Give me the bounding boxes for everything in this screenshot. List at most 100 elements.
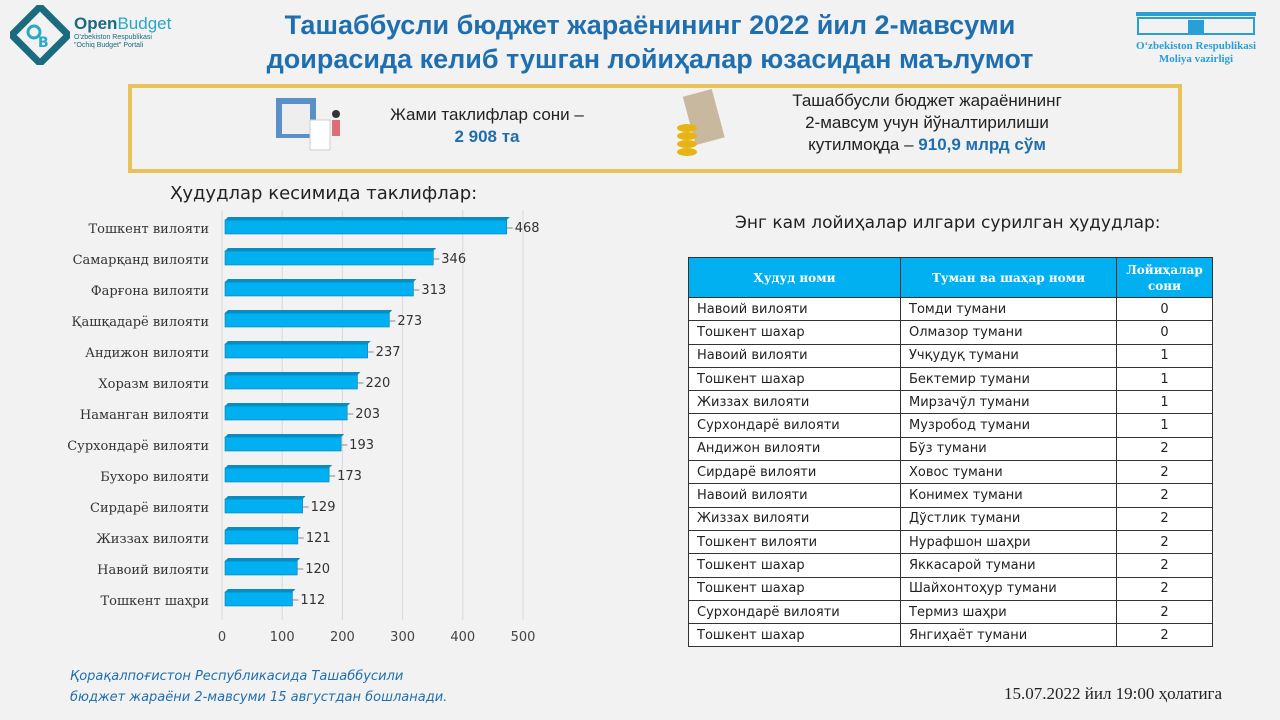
data-label: 173 xyxy=(337,469,362,484)
cell-count: 1 xyxy=(1116,413,1213,438)
table-row: Тошкент шахар Олмазор тумани 0 xyxy=(688,320,1213,345)
table-row: Жиззах вилояти Мирзачўл тумани 1 xyxy=(688,390,1213,415)
budget-line3: кутилмоқда – xyxy=(808,135,914,154)
lowest-projects-table: Ҳудуд номи Туман ва шаҳар номи Лойиҳалар… xyxy=(688,257,1213,648)
cell-district: Шайхонтоҳур тумани xyxy=(900,576,1117,601)
bar xyxy=(224,498,303,514)
cell-count: 2 xyxy=(1116,553,1213,578)
data-label: 193 xyxy=(349,438,374,453)
cell-count: 2 xyxy=(1116,436,1213,462)
bar-top xyxy=(225,465,333,468)
table-row: Тошкент шахар Яккасарой тумани 2 xyxy=(688,553,1213,578)
table-row: Навоий вилояти Учқудуқ тумани 1 xyxy=(688,343,1213,368)
bar xyxy=(224,343,368,359)
category-label: Навоий вилояти xyxy=(97,563,209,578)
cell-district: Нурафшон шаҳри xyxy=(900,529,1117,555)
cell-region: Тошкент шахар xyxy=(688,623,901,648)
data-label: 273 xyxy=(397,314,422,329)
cell-count: 2 xyxy=(1116,623,1213,648)
bar xyxy=(224,529,299,545)
cell-region: Сурхондарё вилояти xyxy=(688,413,901,438)
cell-count: 1 xyxy=(1116,343,1213,368)
cell-count: 0 xyxy=(1116,320,1213,345)
bar-top xyxy=(225,217,510,220)
bar xyxy=(224,374,358,390)
bar xyxy=(224,281,414,297)
cell-region: Тошкент шахар xyxy=(688,366,901,392)
cell-region: Андижон вилояти xyxy=(688,436,901,462)
bar-top xyxy=(225,341,371,344)
category-label: Андижон вилояти xyxy=(85,346,209,361)
header-region: Ҳудуд номи xyxy=(688,257,901,298)
building-icon xyxy=(1136,12,1256,35)
total-proposals-label: Жами таклифлар сони – xyxy=(390,105,584,124)
category-label: Сурхондарё вилояти xyxy=(67,439,209,454)
cell-count: 1 xyxy=(1116,366,1213,392)
cell-region: Жиззах вилояти xyxy=(688,506,901,531)
cell-district: Музробод тумани xyxy=(900,413,1117,438)
data-label: 220 xyxy=(365,376,390,391)
table-title: Энг кам лойиҳалар илгари сурилган ҳудудл… xyxy=(735,213,1161,233)
document-person-icon xyxy=(276,98,340,151)
data-label: 129 xyxy=(311,500,336,515)
page-title: Ташаббусли бюджет жараёнининг 2022 йил 2… xyxy=(266,10,1034,74)
cell-district: Олмазор тумани xyxy=(900,320,1117,345)
data-label: 237 xyxy=(376,345,401,360)
footnote: Қорақалпоғистон Республикасида Ташаббуси… xyxy=(70,669,448,705)
bar xyxy=(224,591,293,607)
budget-value: 910,9 млрд сўм xyxy=(918,135,1046,154)
cell-district: Ховос тумани xyxy=(900,460,1117,485)
cell-count: 2 xyxy=(1116,529,1213,555)
bar-top xyxy=(225,310,393,313)
cell-district: Янгиҳаёт тумани xyxy=(900,623,1117,648)
openbudget-logo-icon: B xyxy=(10,5,70,65)
calculator-coins-icon xyxy=(677,89,725,156)
cell-count: 2 xyxy=(1116,506,1213,531)
cell-region: Жиззах вилояти xyxy=(688,390,901,415)
cell-region: Тошкент шахар xyxy=(688,553,901,578)
bar-top xyxy=(225,589,296,592)
bar xyxy=(224,560,298,576)
bar xyxy=(224,405,348,421)
bar-top xyxy=(225,279,417,282)
ministry-logo: O‘zbekiston Respublikasi Moliya vazirlig… xyxy=(1126,10,1266,66)
bar-top xyxy=(225,372,361,375)
table-row: Андижон вилояти Бўз тумани 2 xyxy=(688,436,1213,462)
summary-banner: Жами таклифлар сони – 2 908 та Ташаббусл… xyxy=(128,84,1182,173)
bar-top xyxy=(225,403,351,406)
bar-top xyxy=(225,248,437,251)
cell-region: Навоий вилояти xyxy=(688,483,901,508)
cell-district: Бўз тумани xyxy=(900,436,1117,462)
cell-region: Сурхондарё вилояти xyxy=(688,599,901,625)
table-row: Тошкент шахар Бектемир тумани 1 xyxy=(688,366,1213,392)
cell-district: Учқудуқ тумани xyxy=(900,343,1117,368)
bar xyxy=(224,467,330,483)
bar xyxy=(224,312,390,328)
budget-line2: 2-мавсум учун йўналтирилиши xyxy=(805,113,1049,132)
bar xyxy=(224,250,434,266)
cell-count: 0 xyxy=(1116,296,1213,322)
category-label: Фарғона вилояти xyxy=(91,284,209,299)
cell-district: Томди тумани xyxy=(900,296,1117,322)
cell-count: 2 xyxy=(1116,460,1213,485)
cell-count: 2 xyxy=(1116,483,1213,508)
bar xyxy=(224,436,342,452)
category-label: Наманган вилояти xyxy=(80,408,209,423)
svg-text:B: B xyxy=(38,35,49,51)
cell-district: Дўстлик тумани xyxy=(900,506,1117,531)
x-tick-label: 0 xyxy=(218,630,226,645)
status-date: 15.07.2022 йил 19:00 ҳолатига xyxy=(1004,684,1223,703)
header-district: Туман ва шаҳар номи xyxy=(900,257,1117,298)
category-label: Жиззах вилояти xyxy=(96,532,209,547)
cell-region: Тошкент шахар xyxy=(688,576,901,601)
table-row: Сурхондарё вилояти Термиз шаҳри 2 xyxy=(688,599,1213,625)
cell-district: Яккасарой тумани xyxy=(900,553,1117,578)
category-label: Бухоро вилояти xyxy=(100,470,209,485)
cell-region: Навоий вилояти xyxy=(688,296,901,322)
cell-district: Термиз шаҳри xyxy=(900,599,1117,625)
data-label: 468 xyxy=(515,221,540,236)
cell-district: Бектемир тумани xyxy=(900,366,1117,392)
total-proposals-value: 2 908 та xyxy=(454,127,520,146)
header-count: Лойиҳалар сони xyxy=(1116,257,1213,298)
bar-top xyxy=(225,434,345,437)
